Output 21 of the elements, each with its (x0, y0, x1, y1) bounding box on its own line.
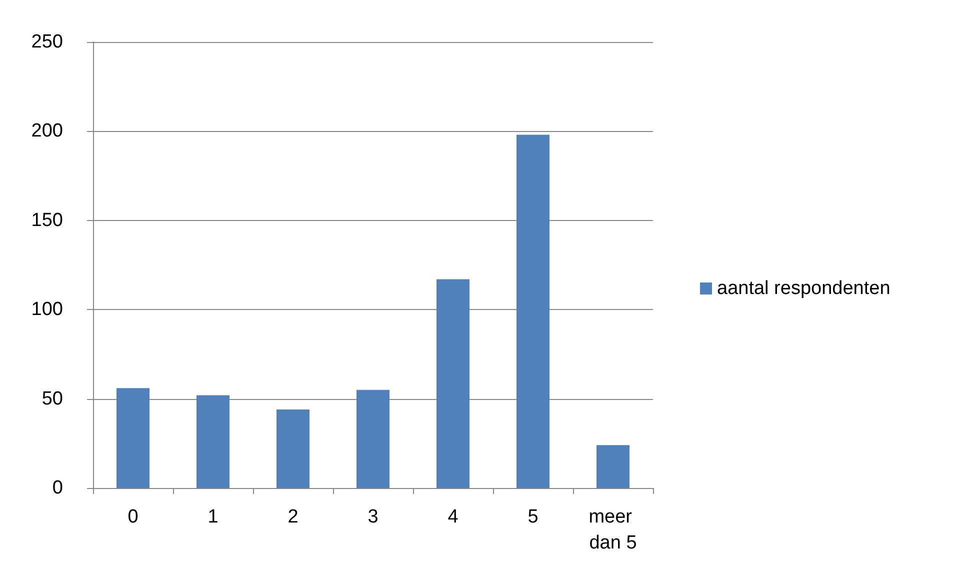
x-tick-label: 2 (288, 506, 298, 528)
x-tick-label: 3 (368, 506, 378, 528)
bar (516, 134, 550, 488)
y-tick-label: 250 (31, 32, 63, 52)
x-tick-label: 5 (528, 506, 538, 528)
x-tick-label: 4 (448, 506, 459, 528)
x-tick-label: 1 (208, 506, 218, 528)
x-tick-label: 0 (128, 506, 138, 528)
bar (196, 395, 230, 488)
legend-label: aantal respondenten (717, 278, 890, 299)
bar (436, 279, 470, 488)
bar (356, 390, 390, 488)
x-tick-label: meer dan 5 (588, 506, 638, 554)
y-tick-label: 150 (31, 210, 63, 231)
y-tick-label: 50 (42, 388, 63, 410)
y-tick-label: 100 (31, 299, 63, 320)
bar (116, 388, 150, 488)
y-tick-label: 0 (52, 478, 63, 498)
bar (596, 445, 630, 488)
bar (276, 410, 310, 488)
y-tick-label: 200 (31, 120, 63, 142)
